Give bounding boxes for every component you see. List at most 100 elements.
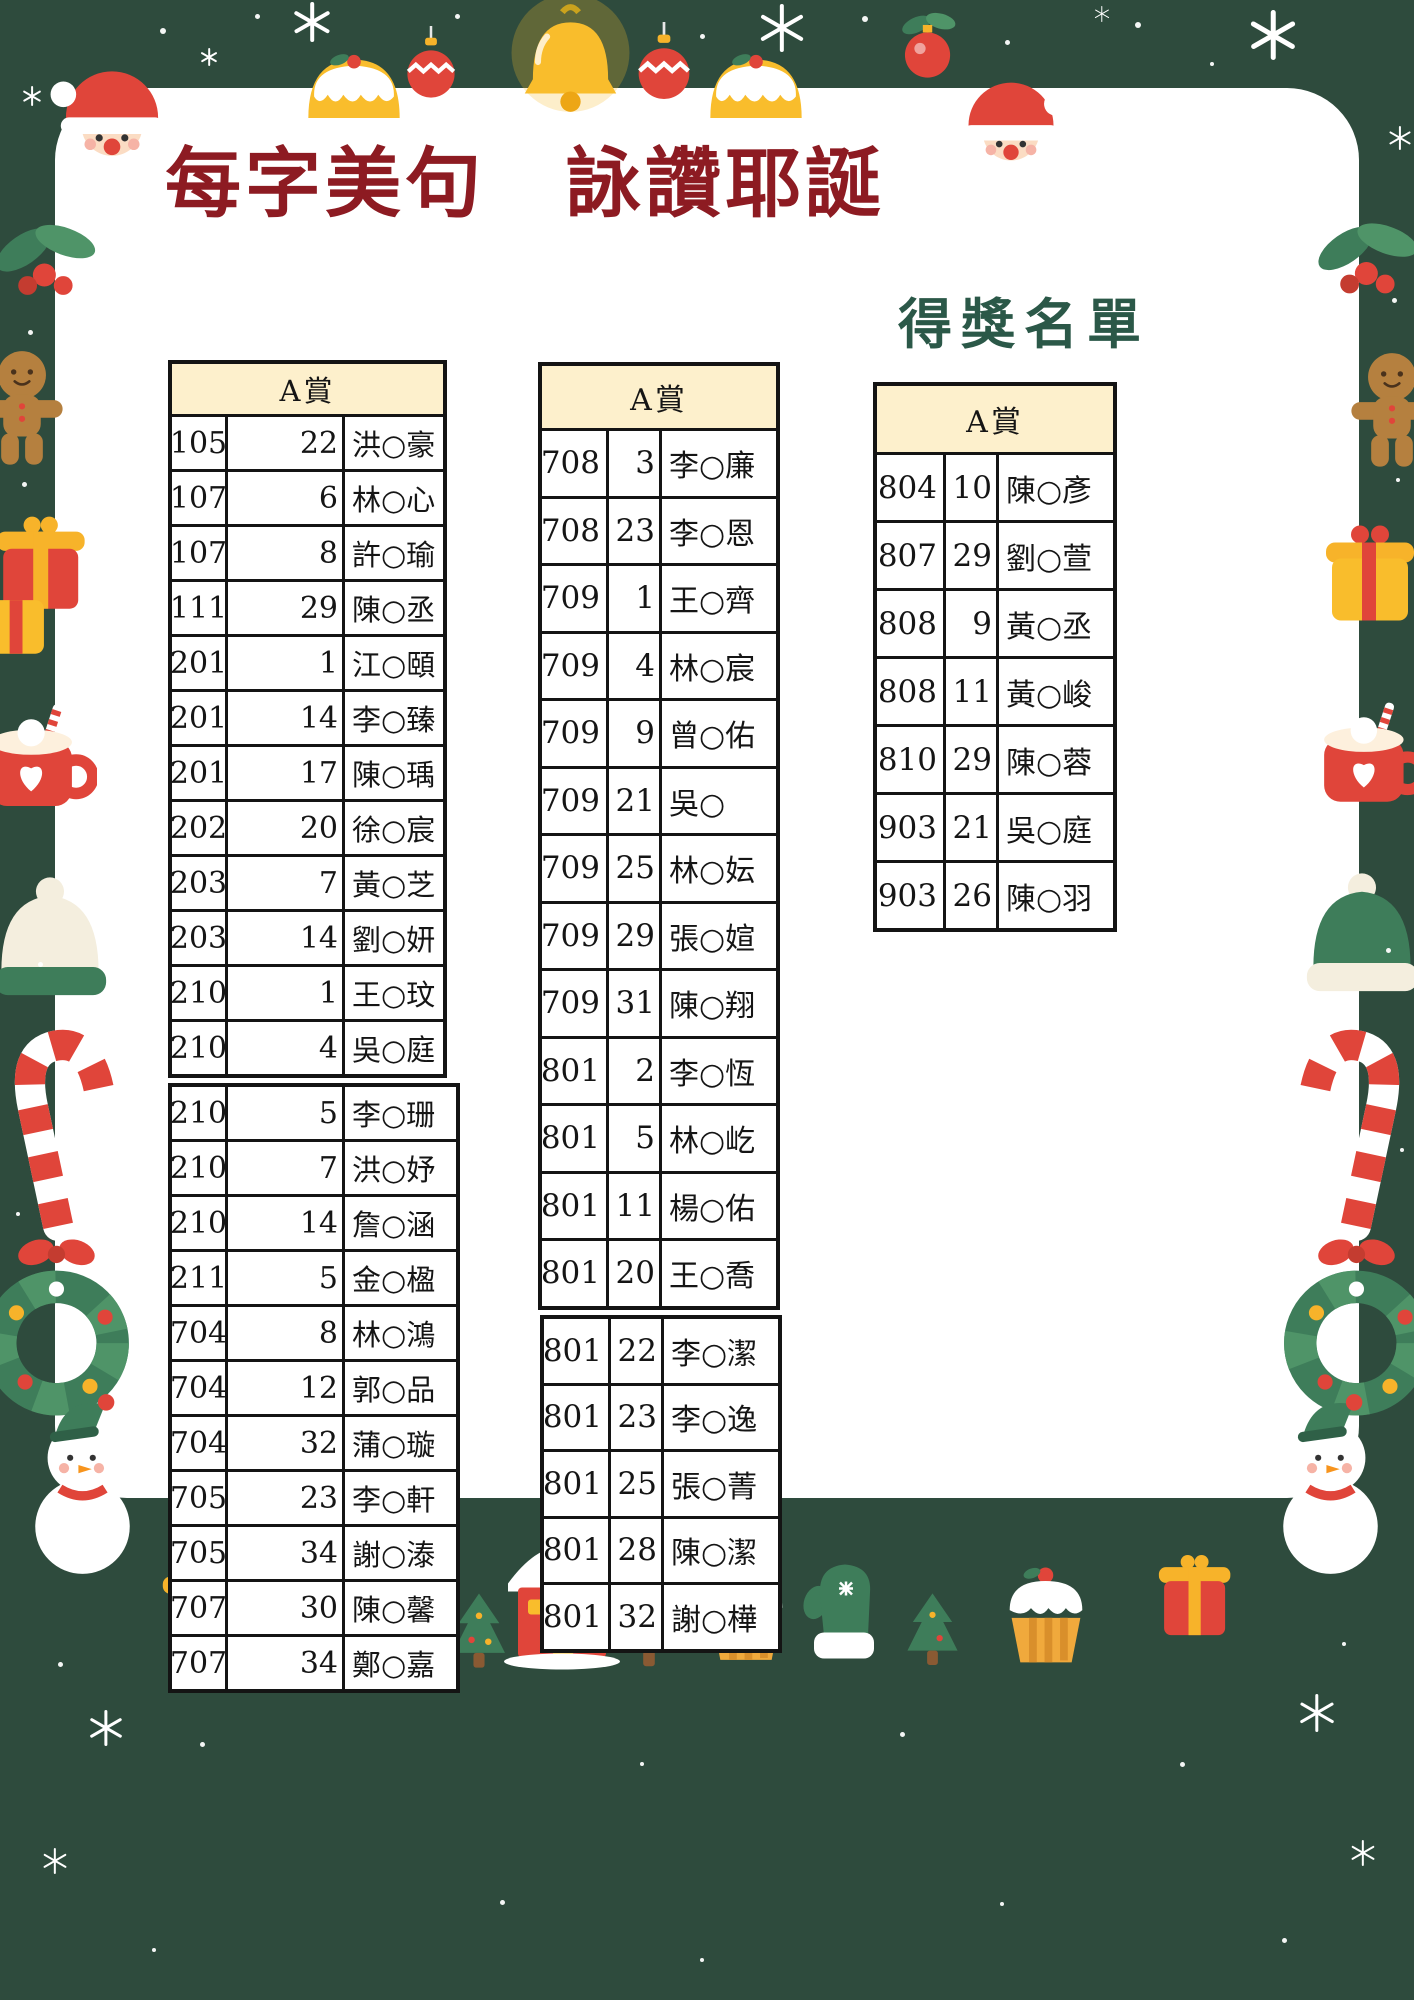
student-name-cell: 鄭○嘉: [345, 1637, 456, 1689]
seat-number-cell: 31: [609, 971, 659, 1036]
seat-number-cell: 6: [228, 472, 342, 524]
class-number-cell: 107: [170, 472, 227, 524]
student-name-cell: 林○宸: [662, 633, 776, 698]
seat-number-cell: 26: [946, 863, 996, 928]
class-number-cell: 709: [541, 836, 606, 901]
table-row: 203 14 劉○妍: [170, 912, 443, 964]
table-row: 709 31 陳○翔: [541, 971, 776, 1036]
pudding-icon: [710, 54, 802, 119]
snow-dot: [255, 14, 260, 19]
class-number-cell: 810: [877, 727, 943, 792]
class-number-cell: 705: [170, 1527, 227, 1579]
class-number-cell: 801: [543, 1518, 608, 1582]
student-name-cell: 王○喬: [662, 1241, 776, 1306]
seat-number-cell: 29: [946, 727, 996, 792]
table-header: A賞: [877, 386, 1113, 452]
table-row: 111 29 陳○丞: [170, 582, 443, 634]
gift-icon: [0, 516, 85, 654]
snowflake-icon: [22, 86, 42, 106]
table-row: 210 14 詹○涵: [170, 1197, 456, 1249]
table-row: 707 30 陳○馨: [170, 1582, 456, 1634]
award-table-1-block-b: 210 5 李○珊 210 7 洪○妤 210 14 詹○涵 211 5 金○楹 704 8 林○鴻 704 1…: [168, 1083, 460, 1693]
snow-dot: [1135, 22, 1141, 28]
seat-number-cell: 9: [946, 591, 996, 656]
class-number-cell: 107: [170, 527, 227, 579]
table-header: A賞: [542, 366, 776, 428]
student-name-cell: 王○玟: [345, 967, 443, 1019]
class-number-cell: 707: [170, 1582, 227, 1634]
student-name-cell: 曾○佑: [662, 701, 776, 766]
table-row: 708 23 李○恩: [541, 498, 776, 563]
class-number-cell: 709: [541, 903, 606, 968]
snow-dot: [1210, 62, 1214, 66]
class-number-cell: 808: [877, 659, 943, 724]
student-name-cell: 楊○佑: [662, 1173, 776, 1238]
gift-icon: [1326, 525, 1414, 621]
seat-number-cell: 29: [609, 903, 659, 968]
seat-number-cell: 14: [228, 692, 342, 744]
santa-icon: [50, 71, 164, 192]
student-name-cell: 吳○庭: [999, 795, 1113, 860]
table-row: 210 1 王○玟: [170, 967, 443, 1019]
snow-dot: [862, 16, 868, 22]
snowflake-icon: [42, 1848, 68, 1874]
seat-number-cell: 30: [228, 1582, 342, 1634]
pudding-icon: [308, 54, 400, 119]
seat-number-cell: 29: [946, 523, 996, 588]
seat-number-cell: 17: [228, 747, 342, 799]
student-name-cell: 李○恆: [662, 1038, 776, 1103]
table-row: 801 20 王○喬: [541, 1241, 776, 1306]
student-name-cell: 李○潔: [664, 1319, 778, 1383]
seat-number-cell: 25: [609, 836, 659, 901]
winter-hat-icon: [1306, 873, 1414, 992]
class-number-cell: 210: [170, 1022, 227, 1074]
seat-number-cell: 21: [946, 795, 996, 860]
class-number-cell: 801: [541, 1241, 606, 1306]
ornament-icon: [638, 22, 690, 99]
seat-number-cell: 11: [946, 659, 996, 724]
class-number-cell: 903: [877, 863, 943, 928]
snow-dot: [38, 962, 43, 967]
seat-number-cell: 7: [228, 857, 342, 909]
table-row: 801 28 陳○潔: [543, 1518, 778, 1582]
table-row: 210 4 吳○庭: [170, 1022, 443, 1074]
table-row: 201 14 李○臻: [170, 692, 443, 744]
table-row: 801 23 李○逸: [543, 1385, 778, 1449]
table-row: 807 29 劉○萱: [877, 523, 1113, 588]
seat-number-cell: 4: [228, 1022, 342, 1074]
snowflake-icon: [1248, 10, 1298, 60]
seat-number-cell: 9: [609, 701, 659, 766]
student-name-cell: 黃○丞: [999, 591, 1113, 656]
table-row: 801 32 謝○樺: [543, 1585, 778, 1649]
table-row: 903 21 吳○庭: [877, 795, 1113, 860]
poster-subtitle: 得獎名單: [898, 293, 1150, 356]
student-name-cell: 黃○芝: [345, 857, 443, 909]
class-number-cell: 210: [170, 1087, 227, 1139]
student-name-cell: 林○鴻: [345, 1307, 456, 1359]
class-number-cell: 704: [170, 1417, 227, 1469]
student-name-cell: 李○廉: [662, 431, 776, 496]
table-row: 203 7 黃○芝: [170, 857, 443, 909]
table-row: 801 11 楊○佑: [541, 1173, 776, 1238]
seat-number-cell: 5: [228, 1252, 342, 1304]
tree-icon: [453, 1593, 505, 1668]
seat-number-cell: 12: [228, 1362, 342, 1414]
seat-number-cell: 29: [228, 582, 342, 634]
class-number-cell: 801: [541, 1038, 606, 1103]
seat-number-cell: 32: [611, 1585, 661, 1649]
class-number-cell: 807: [877, 523, 943, 588]
class-number-cell: 203: [170, 912, 227, 964]
seat-number-cell: 14: [228, 1197, 342, 1249]
student-name-cell: 林○心: [345, 472, 443, 524]
class-number-cell: 704: [170, 1307, 227, 1359]
class-number-cell: 201: [170, 637, 227, 689]
seat-number-cell: 10: [946, 455, 996, 520]
student-name-cell: 李○逸: [664, 1385, 778, 1449]
seat-number-cell: 22: [228, 417, 342, 469]
seat-number-cell: 7: [228, 1142, 342, 1194]
table-row: 201 17 陳○瑀: [170, 747, 443, 799]
class-number-cell: 201: [170, 692, 227, 744]
snow-dot: [28, 330, 33, 335]
table-row: 210 7 洪○妤: [170, 1142, 456, 1194]
gingerbread-icon: [1351, 353, 1414, 467]
